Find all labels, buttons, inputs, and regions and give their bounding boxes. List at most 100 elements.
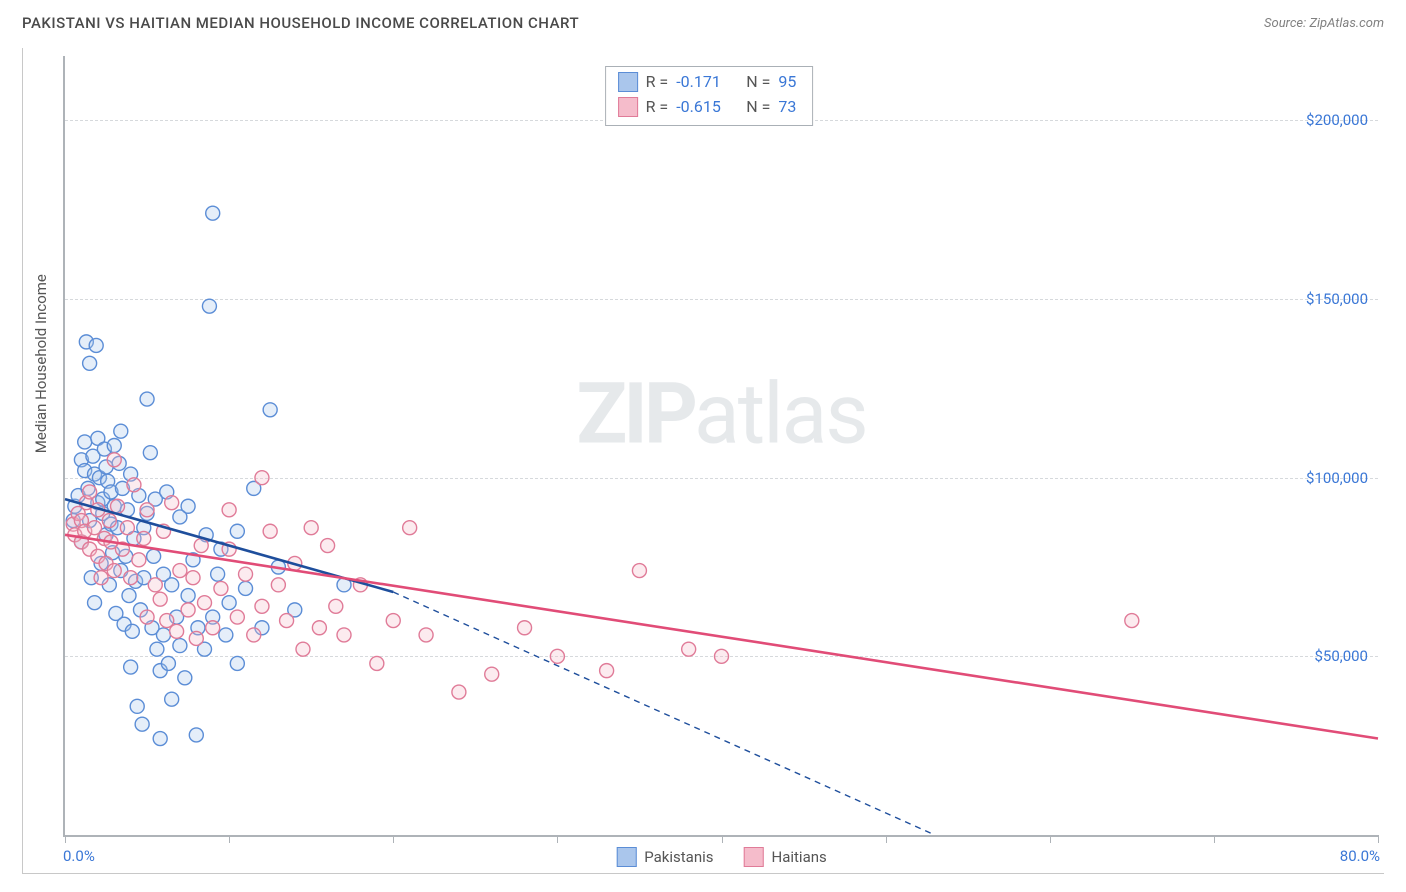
data-point	[304, 521, 318, 535]
data-point	[111, 499, 125, 513]
legend-n-value-haitians: 73	[778, 95, 796, 120]
data-point	[107, 564, 121, 578]
data-point	[214, 581, 228, 595]
data-point	[107, 453, 121, 467]
data-point	[148, 578, 162, 592]
x-tick	[1214, 835, 1215, 843]
data-point	[682, 642, 696, 656]
data-point	[230, 524, 244, 538]
data-point	[312, 621, 326, 635]
data-point	[202, 299, 216, 313]
data-point	[78, 435, 92, 449]
data-point	[161, 656, 175, 670]
plot-area: ZIPatlas Median Household Income $50,000…	[63, 56, 1378, 837]
legend-r-value-pakistanis: -0.171	[676, 70, 738, 95]
data-point	[194, 539, 208, 553]
data-point	[239, 581, 253, 595]
data-point	[518, 621, 532, 635]
scatter-svg	[65, 56, 1378, 835]
legend-r-label: R =	[646, 95, 669, 120]
data-point	[419, 628, 433, 642]
data-point	[181, 589, 195, 603]
data-point	[329, 599, 343, 613]
chart-header: PAKISTANI VS HAITIAN MEDIAN HOUSEHOLD IN…	[0, 0, 1406, 42]
data-point	[165, 692, 179, 706]
data-point	[452, 685, 466, 699]
legend-r-label: R =	[646, 70, 669, 95]
chart-source: Source: ZipAtlas.com	[1264, 16, 1384, 31]
data-point	[107, 439, 121, 453]
y-axis-title: Median Household Income	[32, 274, 50, 453]
data-point	[124, 571, 138, 585]
data-point	[114, 424, 128, 438]
data-point	[550, 649, 564, 663]
data-point	[150, 642, 164, 656]
data-point	[165, 578, 179, 592]
data-point	[239, 567, 253, 581]
data-point	[189, 728, 203, 742]
legend-item-haitians: Haitians	[744, 847, 827, 867]
data-point	[337, 628, 351, 642]
source-name: ZipAtlas.com	[1309, 16, 1384, 31]
data-point	[198, 596, 212, 610]
chart-container: ZIPatlas Median Household Income $50,000…	[22, 48, 1384, 874]
x-tick	[886, 835, 887, 843]
data-point	[485, 667, 499, 681]
legend-r-value-haitians: -0.615	[676, 95, 738, 120]
data-point	[94, 571, 108, 585]
legend-row-pakistanis: R = -0.171 N = 95	[618, 70, 797, 95]
x-tick	[557, 835, 558, 843]
data-point	[153, 732, 167, 746]
data-point	[143, 446, 157, 460]
data-point	[230, 610, 244, 624]
trend-line	[65, 535, 1378, 739]
data-point	[715, 649, 729, 663]
data-point	[403, 521, 417, 535]
data-point	[153, 592, 167, 606]
data-point	[156, 628, 170, 642]
data-point	[386, 614, 400, 628]
x-tick	[1050, 835, 1051, 843]
data-point	[178, 671, 192, 685]
data-point	[222, 596, 236, 610]
legend-swatch-haitians	[618, 97, 638, 117]
data-point	[271, 578, 285, 592]
data-point	[370, 656, 384, 670]
chart-title: PAKISTANI VS HAITIAN MEDIAN HOUSEHOLD IN…	[22, 14, 579, 32]
data-point	[263, 524, 277, 538]
legend-label-pakistanis: Pakistanis	[644, 848, 713, 866]
data-point	[125, 624, 139, 638]
data-point	[321, 539, 335, 553]
data-point	[132, 553, 146, 567]
data-point	[83, 485, 97, 499]
data-point	[206, 206, 220, 220]
data-point	[206, 621, 220, 635]
data-point	[632, 564, 646, 578]
data-point	[181, 499, 195, 513]
legend-label-haitians: Haitians	[772, 848, 827, 866]
legend-swatch-haitians-icon	[744, 847, 764, 867]
x-tick	[722, 835, 723, 843]
data-point	[255, 599, 269, 613]
data-point	[263, 403, 277, 417]
legend-correlation-box: R = -0.171 N = 95 R = -0.615 N = 73	[605, 66, 814, 126]
x-axis-max-label: 80.0%	[1340, 847, 1380, 865]
data-point	[296, 642, 310, 656]
data-point	[127, 478, 141, 492]
data-point	[88, 596, 102, 610]
legend-series: Pakistanis Haitians	[616, 847, 827, 867]
data-point	[102, 514, 116, 528]
data-point	[130, 699, 144, 713]
data-point	[1125, 614, 1139, 628]
legend-row-haitians: R = -0.615 N = 73	[618, 95, 797, 120]
data-point	[147, 549, 161, 563]
data-point	[222, 503, 236, 517]
legend-swatch-pakistanis-icon	[616, 847, 636, 867]
data-point	[189, 631, 203, 645]
data-point	[211, 567, 225, 581]
x-tick	[1378, 835, 1379, 843]
data-point	[170, 624, 184, 638]
legend-n-value-pakistanis: 95	[778, 70, 796, 95]
x-tick	[65, 835, 66, 843]
source-prefix: Source:	[1264, 16, 1309, 31]
